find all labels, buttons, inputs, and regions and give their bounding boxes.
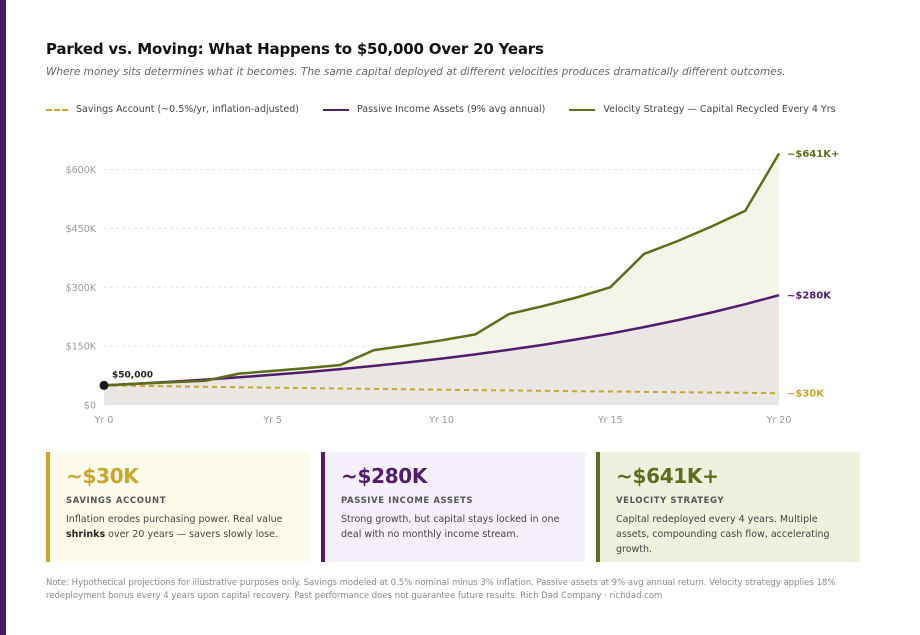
card-velocity: ~$641K+ VELOCITY STRATEGY Capital redepl… [596, 452, 860, 562]
card-velocity-value: ~$641K+ [616, 464, 719, 488]
legend-swatch-savings [46, 108, 68, 111]
legend-label-passive: Passive Income Assets (9% avg annual) [356, 104, 546, 115]
card-passive-desc: Strong growth, but capital stays locked … [341, 514, 560, 540]
y-tick-label: $0 [84, 401, 96, 412]
y-tick-label: $450K [66, 224, 97, 235]
card-savings-label: SAVINGS ACCOUNT [66, 496, 167, 506]
end-label-savings: ~$30K [787, 389, 825, 400]
legend-item-passive: Passive Income Assets (9% avg annual) [322, 104, 546, 115]
card-passive-label: PASSIVE INCOME ASSETS [341, 496, 474, 506]
card-savings-value: ~$30K [66, 464, 139, 488]
x-tick-label: Yr 5 [262, 415, 282, 426]
legend: Savings Account (~0.5%/yr, inflation-adj… [46, 104, 860, 115]
x-tick-label: Yr 15 [597, 415, 623, 426]
legend-label-savings: Savings Account (~0.5%/yr, inflation-adj… [76, 104, 299, 115]
y-tick-label: $600K [66, 165, 97, 176]
card-savings-desc: Inflation erodes purchasing power. Real … [66, 514, 283, 540]
card-velocity-desc: Capital redeployed every 4 years. Multip… [616, 514, 830, 555]
chart-title: Parked vs. Moving: What Happens to $50,0… [46, 40, 544, 58]
card-passive: ~$280K PASSIVE INCOME ASSETS Strong grow… [321, 452, 585, 562]
footnote: Note: Hypothetical projections for illus… [46, 578, 836, 601]
legend-item-velocity: Velocity Strategy — Capital Recycled Eve… [569, 104, 836, 115]
end-label-velocity: ~$641K+ [787, 150, 839, 160]
y-tick-label: $150K [66, 342, 97, 353]
start-point [99, 380, 109, 390]
x-tick-label: Yr 20 [766, 415, 792, 426]
legend-item-savings: Savings Account (~0.5%/yr, inflation-adj… [46, 104, 299, 115]
savings-line [103, 384, 780, 395]
velocity-line [103, 152, 781, 387]
card-velocity-label: VELOCITY STRATEGY [616, 496, 725, 506]
legend-swatch-velocity [569, 108, 596, 111]
legend-label-velocity: Velocity Strategy — Capital Recycled Eve… [603, 104, 836, 115]
x-tick-label: Yr 10 [428, 415, 454, 426]
legend-swatch-passive [322, 108, 349, 111]
end-label-passive: ~$280K [787, 291, 832, 302]
x-tick-label: Yr 0 [94, 415, 114, 426]
card-savings: ~$30K SAVINGS ACCOUNT Inflation erodes p… [46, 452, 310, 562]
start-label: $50,000 [112, 370, 153, 380]
chart-area: $0 $150K $300K $450K $600K Yr 0 Yr 5 Yr 10 Yr 15… [0, 149, 920, 440]
card-passive-value: ~$280K [341, 464, 428, 488]
y-tick-label: $300K [66, 283, 97, 294]
accent-bar [0, 0, 6, 635]
passive-area [104, 295, 779, 405]
chart-subtitle: Where money sits determines what it beco… [46, 66, 786, 78]
line-chart: $0 $150K $300K $450K $600K Yr 0 Yr 5 Yr 10 Yr 15… [66, 149, 840, 426]
